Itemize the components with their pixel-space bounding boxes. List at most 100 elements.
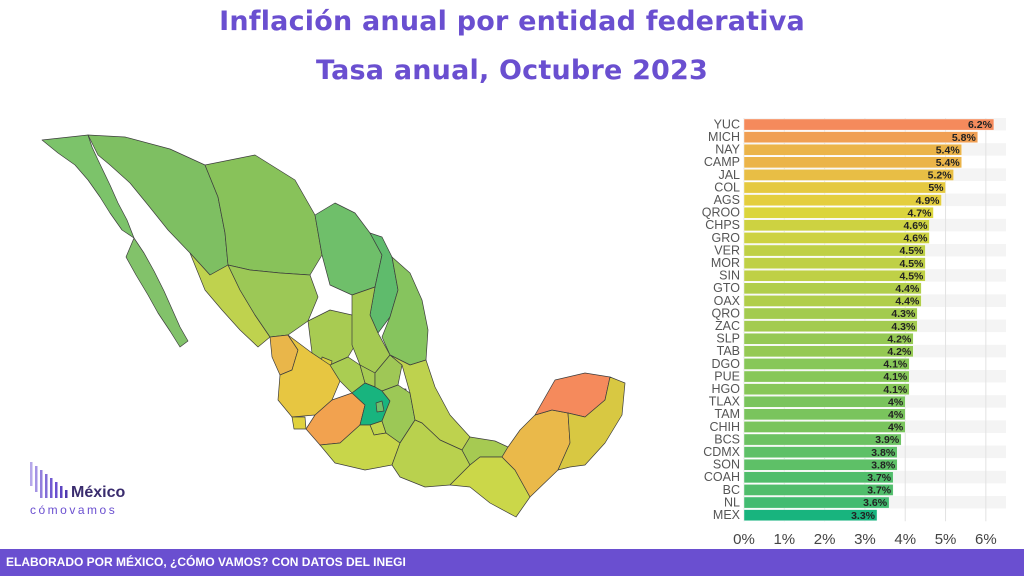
x-tick-label: 3% — [854, 531, 876, 548]
bar-camp — [743, 156, 962, 169]
bar-dgo — [743, 358, 910, 370]
data-label: 4% — [888, 396, 904, 408]
bar-tlax — [743, 396, 906, 408]
bar-son — [743, 459, 898, 471]
chart-title: Inflación anual por entidad federativa — [219, 6, 805, 37]
data-label: 4.4% — [895, 283, 920, 295]
category-label: ZAC — [715, 319, 740, 333]
data-label: 4.2% — [887, 333, 912, 345]
category-label: MOR — [711, 256, 740, 270]
map-state-jal — [277, 334, 341, 418]
data-label: 3.8% — [871, 459, 896, 471]
category-label: GRO — [712, 231, 741, 245]
data-label: 4.1% — [883, 371, 908, 383]
category-label: PUE — [714, 369, 740, 383]
bar-sin — [743, 269, 926, 282]
bar-col — [743, 181, 946, 194]
bar-mor — [743, 257, 926, 269]
category-label: JAL — [718, 168, 740, 182]
category-label: OAX — [714, 294, 741, 308]
data-label: 5% — [928, 182, 944, 194]
bar-bcs — [743, 433, 902, 446]
mexico-como-vamos-logo: México cómovamos — [28, 460, 148, 520]
category-label: CDMX — [703, 445, 740, 459]
data-label: 3.7% — [867, 485, 892, 497]
bar-ver — [743, 244, 926, 257]
data-label: 5.8% — [952, 132, 977, 144]
logo-text-comovamos: cómovamos — [30, 503, 118, 517]
bar-coah — [743, 471, 894, 484]
inflation-bar-chart: YUC 6.2% MICH 5.8% NAY 5.4% CAMP 5.4% JAL 5.2% COL… — [702, 117, 1006, 548]
x-tick-label: 2% — [814, 531, 836, 548]
bar-mich — [743, 131, 978, 143]
bar-zac — [743, 320, 918, 332]
bar-gro — [743, 232, 930, 244]
bar-oax — [743, 295, 922, 307]
bar-tam — [743, 408, 906, 421]
map-state-coah — [314, 202, 383, 296]
category-label: CAMP — [704, 155, 740, 169]
logo-bars-icon — [30, 462, 68, 498]
bar-chps — [743, 219, 930, 232]
category-label: TLAX — [709, 395, 741, 409]
footer-source-text: ELABORADO POR MÉXICO, ¿CÓMO VAMOS? CON D… — [6, 555, 406, 569]
category-label: CHIH — [709, 420, 740, 434]
data-label: 4.3% — [891, 308, 916, 320]
map-state-cdmx — [375, 400, 385, 413]
data-label: 3.8% — [871, 447, 896, 459]
bar-yuc — [743, 118, 995, 131]
data-label: 4.5% — [899, 245, 924, 257]
data-label: 4.1% — [883, 359, 908, 371]
data-label: 4.5% — [899, 258, 924, 270]
category-label: AGS — [714, 193, 740, 207]
bar-qroo — [743, 206, 934, 219]
logo-text-mexico: México — [71, 484, 126, 501]
x-tick-label: 4% — [894, 531, 916, 548]
data-label: 5.4% — [936, 157, 961, 169]
data-label: 4.7% — [908, 207, 933, 219]
category-label: HGO — [712, 382, 741, 396]
chart-subtitle: Tasa anual, Octubre 2023 — [315, 55, 709, 86]
bar-mex — [743, 509, 878, 521]
data-label: 3.3% — [851, 510, 876, 522]
bar-slp — [743, 332, 914, 345]
x-tick-label: 5% — [935, 531, 957, 548]
bar-bc — [743, 484, 894, 496]
bar-hgo — [743, 383, 910, 395]
bar-tab — [743, 345, 914, 358]
mexico-choropleth-map — [41, 134, 626, 518]
data-label: 4.2% — [887, 346, 912, 358]
category-label: TAM — [715, 407, 740, 421]
category-label: YUC — [714, 117, 740, 131]
map-state-col — [291, 416, 307, 430]
data-label: 6.2% — [968, 119, 993, 131]
data-label: 5.4% — [936, 144, 961, 156]
data-label: 4.1% — [883, 384, 908, 396]
category-label: COL — [714, 180, 740, 194]
footer-bar: ELABORADO POR MÉXICO, ¿CÓMO VAMOS? CON D… — [0, 549, 1024, 576]
category-label: COAH — [704, 470, 740, 484]
category-label: TAB — [717, 344, 740, 358]
category-label: MEX — [713, 508, 741, 522]
data-label: 4.9% — [916, 195, 941, 207]
map-state-qroo — [557, 376, 626, 471]
bar-ags — [743, 194, 942, 206]
category-label: SON — [713, 458, 740, 472]
bar-pue — [743, 370, 910, 383]
category-label: SLP — [716, 332, 740, 346]
bar-cdmx — [743, 446, 898, 458]
data-label: 4.3% — [891, 321, 916, 333]
category-label: CHPS — [705, 218, 740, 232]
x-tick-label: 6% — [975, 531, 997, 548]
data-label: 4% — [888, 409, 904, 421]
data-label: 5.2% — [928, 170, 953, 182]
bar-nl — [743, 496, 890, 509]
data-label: 4.4% — [895, 296, 920, 308]
x-tick-label: 0% — [733, 531, 755, 548]
category-label: NL — [724, 495, 740, 509]
category-label: BCS — [714, 432, 740, 446]
data-label: 3.6% — [863, 497, 888, 509]
data-label: 4.5% — [899, 270, 924, 282]
map-state-gro — [319, 424, 401, 471]
category-label: BC — [723, 483, 740, 497]
